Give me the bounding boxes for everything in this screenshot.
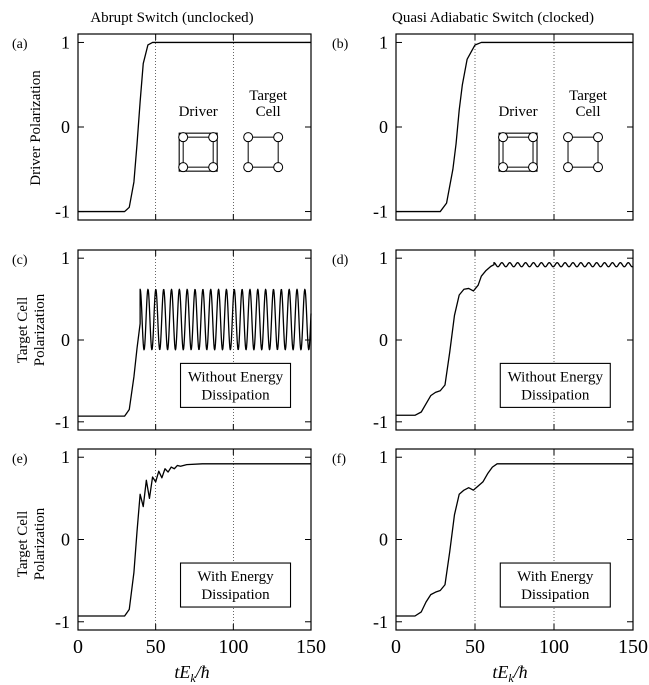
x-tick-label: 150 [618,636,648,658]
x-tick-label: 100 [539,636,569,658]
y-tick-label: -1 [373,612,388,632]
series-line [396,41,633,213]
panel-label: (f) [332,452,346,467]
y-tick-label: -1 [373,202,388,222]
y-tick-label: 0 [379,530,388,550]
y-tick-label: 0 [61,117,70,137]
x-tick-label: 100 [218,636,248,658]
y-tick-label: -1 [55,612,70,632]
row-ylabel-1a: Target Cell [15,297,31,364]
panel-label: (d) [332,253,349,268]
driver-cell-icon [498,132,539,173]
y-tick-label: 1 [379,447,388,467]
panel-label: (a) [12,37,28,52]
panel-label: (c) [12,253,28,268]
y-tick-label: 1 [61,447,70,467]
y-tick-label: -1 [55,412,70,432]
driver-cell-icon [178,132,219,173]
inset-driver-label: Driver [179,104,218,120]
y-tick-label: 1 [379,32,388,52]
inset-target-label: Target [569,88,608,104]
column-title-left: Abrupt Switch (unclocked) [90,10,253,26]
y-tick-label: 0 [379,330,388,350]
panel-d: -1 0 1 (d) Without Energy Dissipation [332,248,634,432]
x-tick-label: 50 [465,636,485,658]
x-axis-label-right: tEk/ħ [492,662,527,685]
inset-target-label: Cell [576,104,601,120]
row-ylabel-2a: Target Cell [15,511,31,578]
series-line [78,288,312,417]
series-line [78,463,311,617]
y-tick-label: 1 [61,32,70,52]
panel-label: (b) [332,37,349,52]
x-axis-label-left: tEk/ħ [174,662,209,685]
annotation-text: Without Energy [188,369,284,385]
plot-frame [395,33,634,221]
inset-target-label: Cell [256,104,281,120]
panel-label: (e) [12,452,28,467]
y-tick-label: 1 [61,248,70,268]
y-tick-label: 0 [61,330,70,350]
series-line [396,463,633,617]
annotation-box [499,562,611,608]
y-tick-label: 1 [379,248,388,268]
y-tick-label: 0 [61,530,70,550]
annotation-box [179,362,292,408]
annotation-text: Dissipation [201,387,270,403]
row-ylabel-1b: Polarization [32,293,48,366]
target-cell-icon [243,132,284,173]
y-tick-label: -1 [55,202,70,222]
column-title-right: Quasi Adiabatic Switch (clocked) [392,10,594,26]
x-tick-label: 50 [146,636,166,658]
x-tick-label: 0 [73,636,83,658]
row-ylabel-2b: Polarization [32,507,48,580]
inset-target-label: Target [249,88,288,104]
series-line [78,41,311,213]
annotation-box [499,362,611,408]
x-tick-label: 150 [296,636,326,658]
y-tick-label: -1 [373,412,388,432]
plot-frame [77,33,312,221]
row-ylabel-0: Driver Polarization [28,70,44,186]
annotation-text: With Energy [517,569,594,585]
annotation-text: Dissipation [201,587,270,603]
annotation-text: Without Energy [508,369,604,385]
series-line [396,262,634,416]
inset-driver-label: Driver [498,104,537,120]
x-tick-label: 0 [391,636,401,658]
annotation-text: Dissipation [521,387,590,403]
annotation-text: Dissipation [521,587,590,603]
annotation-box [179,562,292,608]
y-tick-label: 0 [379,117,388,137]
annotation-text: With Energy [197,569,274,585]
target-cell-icon [563,132,604,173]
panel-c: -1 0 1 (c) Without Energy Dissipation [12,248,312,432]
